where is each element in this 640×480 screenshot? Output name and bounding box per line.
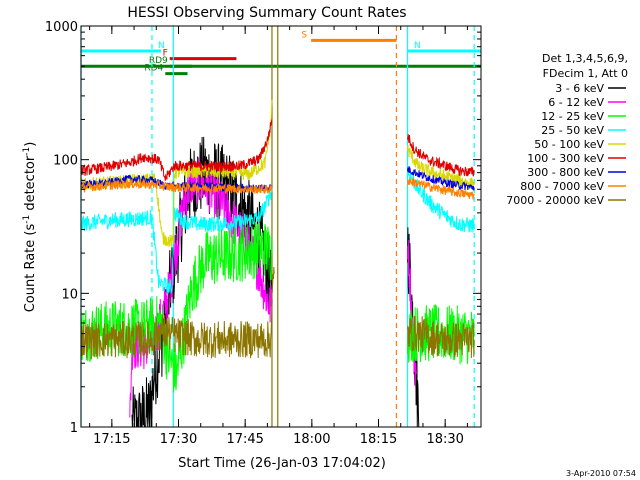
x-tick-label-3: 18:00 [293,432,330,447]
y-tick-label-1: 10 [61,287,78,302]
series-line-6-1 [407,166,475,191]
axes: 17:15 17:30 17:45 18:00 18:15 18:30 1 10 100 1000 [45,20,481,447]
footer-timestamp: 3-Apr-2010 07:54 [566,469,636,478]
x-tick-label-2: 17:45 [226,432,263,447]
series-line-5-0 [80,119,273,181]
legend-label-2: 12 - 25 keV [541,110,604,123]
legend-label-3: 25 - 50 keV [541,124,604,137]
legend-label-8: 7000 - 20000 keV [506,194,604,207]
flag-label-3: F [163,49,168,59]
series-line-8-1 [407,315,475,359]
series-line-8-0 [80,266,275,361]
legend-label-7: 800 - 7000 keV [520,180,604,193]
flag-label-7: RD4 [144,64,163,74]
series-lines [80,99,475,428]
flag-label-1: N [414,41,421,51]
x-tick-label-0: 17:15 [93,432,130,447]
x-tick-label-5: 18:30 [426,432,463,447]
y-axis-label: Count Rate (s-1 detector-1) [22,142,38,313]
legend-label-6: 300 - 800 keV [527,166,604,179]
chart-title: HESSI Observing Summary Count Rates [127,5,406,21]
series-line-7-0 [80,179,273,195]
legend-label-1: 6 - 12 keV [548,96,604,109]
series-line-3-1 [407,169,475,233]
plot-frame [80,25,482,428]
x-axis-label: Start Time (26-Jan-03 17:04:02) [178,456,386,471]
x-tick-label-4: 18:15 [360,432,397,447]
series-line-3-0 [80,187,273,294]
x-tick-label-1: 17:30 [160,432,197,447]
legend: Det 1,3,4,5,6,9, FDecim 1, Att 0 3 - 6 keV… [506,52,628,207]
legend-header-1: FDecim 1, Att 0 [543,67,628,80]
series-line-2-0 [80,221,273,393]
y-tick-label-3: 1000 [45,20,78,35]
flag-label-0: N [158,41,165,51]
flag-label-6: RD9 [149,56,168,66]
legend-label-0: 3 - 6 keV [555,82,604,95]
legend-label-5: 100 - 300 keV [527,152,604,165]
series-line-5-1 [407,134,475,177]
y-tick-label-0: 1 [70,421,78,436]
legend-label-4: 50 - 100 keV [534,138,604,151]
y-tick-label-2: 100 [53,154,78,169]
series-line-4-0 [80,99,273,248]
legend-header-0: Det 1,3,4,5,6,9, [542,52,628,65]
series-line-7-1 [407,177,475,200]
flag-label-4: S [301,30,307,40]
